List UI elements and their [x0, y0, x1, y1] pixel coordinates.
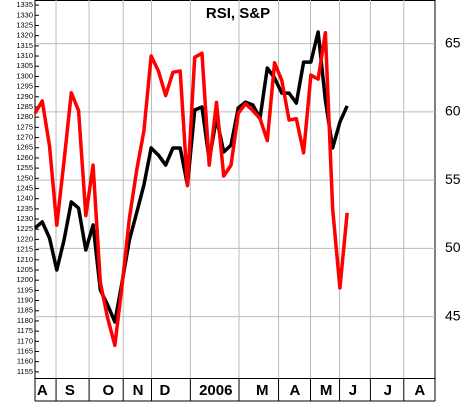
y-tick-label: 1305 [16, 61, 33, 70]
y-tick-label: 1165 [17, 346, 33, 355]
y-tick-label: 1195 [17, 285, 33, 294]
chart-title: RSI, S&P [206, 5, 270, 22]
y-tick-label: 1300 [16, 71, 33, 80]
y-tick-label: 1225 [16, 224, 33, 233]
x-tick-label: N [133, 382, 144, 399]
x-tick-label: D [160, 382, 171, 399]
y-tick-label: 1220 [16, 234, 33, 243]
y2-tick-label: 60 [445, 103, 461, 119]
x-tick-label: O [102, 382, 114, 399]
y-tick-label: 1200 [16, 275, 33, 284]
y-tick-label: 1215 [16, 245, 33, 254]
y-tick-label: 1250 [16, 173, 33, 182]
y-tick-label: 1260 [16, 153, 33, 162]
y-tick-label: 1255 [16, 163, 33, 172]
x-tick-label: M [256, 382, 269, 399]
x-tick-label: A [289, 382, 300, 399]
y-tick-label: 1310 [16, 51, 33, 60]
series-line [33, 31, 349, 347]
y-tick-label: 1210 [16, 255, 33, 264]
y-tick-label: 1180 [17, 316, 33, 325]
x-tick-label: S [65, 382, 75, 399]
y-tick-label: 1240 [16, 194, 33, 203]
y2-tick-label: 65 [445, 34, 461, 50]
x-tick-label: A [414, 382, 425, 399]
y-tick-label: 1275 [16, 122, 33, 131]
y-tick-label: 1285 [16, 102, 33, 111]
y-tick-label: 1325 [16, 20, 33, 29]
y-tick-label: 1155 [17, 367, 33, 376]
y-tick-label: 1205 [16, 265, 33, 274]
plot-frame [34, 0, 436, 379]
y-tick-label: 1190 [17, 296, 33, 305]
y-tick-label: 1335 [16, 0, 33, 9]
y2-tick-label: 45 [445, 307, 461, 323]
y-tick-label: 1185 [17, 306, 33, 315]
y-tick-label: 1295 [16, 82, 33, 91]
y-tick-label: 1320 [16, 31, 33, 40]
x-tick-label: 2006 [199, 382, 232, 399]
y-tick-label: 1270 [16, 133, 33, 142]
y-tick-label: 1160 [17, 357, 33, 366]
y2-tick-label: 55 [445, 171, 461, 187]
y2-tick-label: 50 [445, 239, 461, 255]
y-tick-label: 1170 [17, 336, 33, 345]
y-tick-label: 1315 [16, 41, 33, 50]
x-tick-label: J [384, 382, 392, 399]
x-tick-label: M [320, 382, 333, 399]
y-tick-label: 1265 [16, 143, 33, 152]
y-tick-label: 1330 [16, 10, 33, 19]
y-tick-label: 1280 [16, 112, 33, 121]
y-tick-label: 1175 [17, 326, 33, 335]
y-tick-label: 1235 [16, 204, 33, 213]
y-tick-label: 1245 [16, 183, 33, 192]
y-tick-label: 1230 [16, 214, 33, 223]
x-tick-label: A [37, 382, 48, 399]
x-tick-label: J [349, 382, 357, 399]
y-tick-label: 1290 [16, 92, 33, 101]
